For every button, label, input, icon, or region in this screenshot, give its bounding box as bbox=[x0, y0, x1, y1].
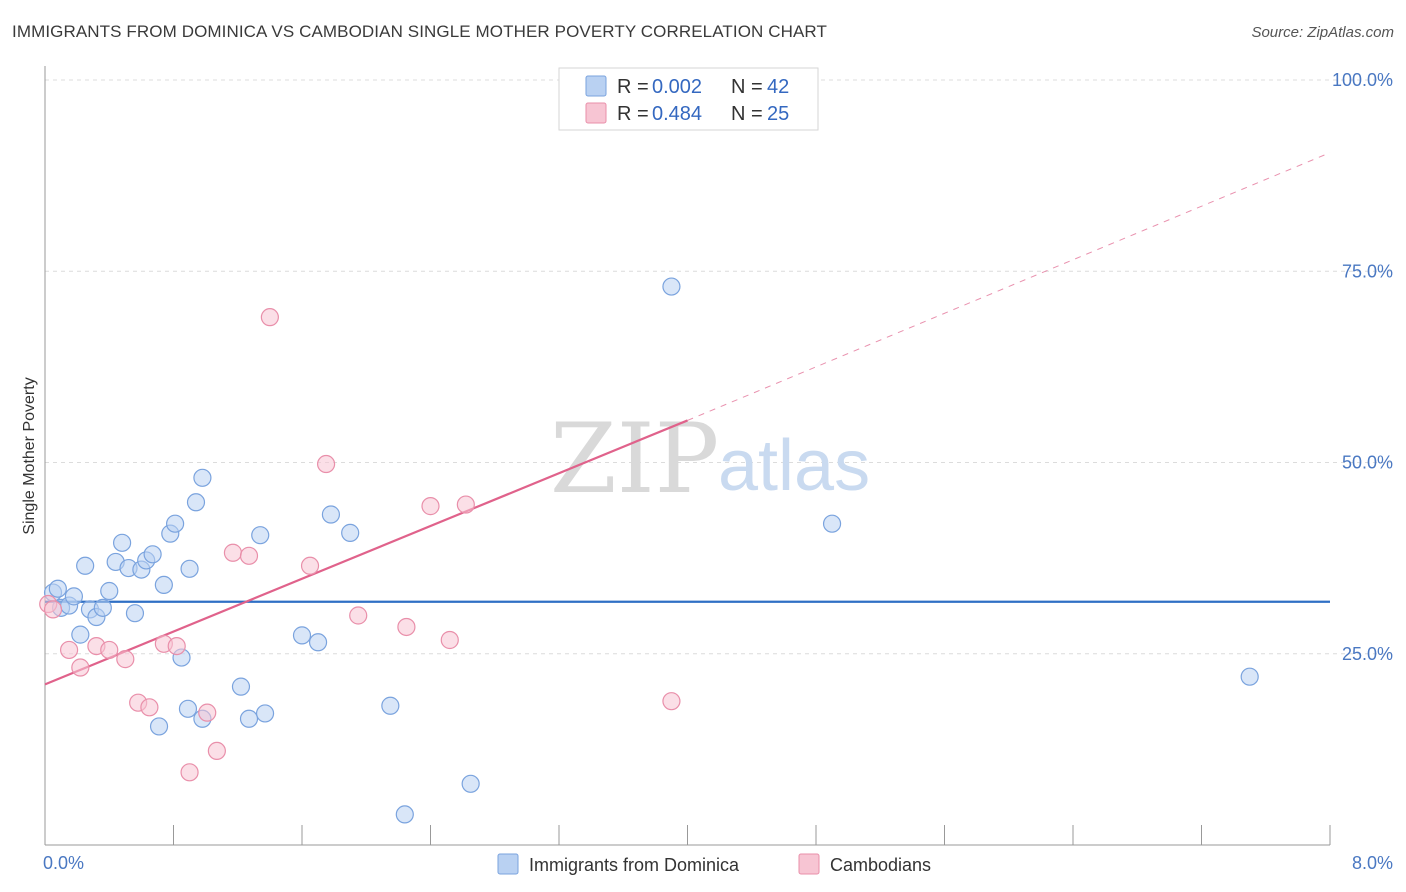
y-tick-label-3: 100.0% bbox=[1332, 70, 1393, 90]
cambodian-point-18 bbox=[316, 454, 336, 474]
dominica-point-41 bbox=[1240, 667, 1259, 686]
dominica-point-29 bbox=[239, 709, 259, 728]
y-tick-label-2: 75.0% bbox=[1342, 261, 1393, 281]
axes bbox=[44, 66, 1331, 846]
cambodian-point-3 bbox=[71, 658, 90, 677]
dominica-point-17 bbox=[143, 545, 162, 564]
cambodian-point-5 bbox=[100, 640, 119, 660]
dominica-point-14 bbox=[125, 604, 145, 623]
dominica-point-33 bbox=[308, 633, 328, 652]
watermark: ZIP atlas bbox=[550, 403, 870, 515]
cambodian-point-21 bbox=[421, 497, 440, 516]
y-tick-label-0: 25.0% bbox=[1342, 644, 1393, 664]
y-tick-labels: 25.0% 50.0% 75.0% 100.0% bbox=[1332, 70, 1393, 664]
legend-swatch-dominica bbox=[497, 853, 519, 875]
cambodian-point-24 bbox=[662, 692, 681, 711]
cambodian-point-1 bbox=[43, 600, 63, 619]
cambodian-point-6 bbox=[116, 650, 135, 669]
dominica-point-37 bbox=[395, 805, 414, 824]
dominica-point-18 bbox=[154, 575, 173, 595]
cambodian-point-15 bbox=[239, 546, 259, 565]
y-tick-label-1: 50.0% bbox=[1342, 453, 1393, 473]
legend-top-n-label-cambodian: N = bbox=[731, 103, 763, 125]
legend-top: R = 0.002 N = 42 R = 0.484 N = 25 bbox=[558, 67, 819, 131]
cambodian-point-16 bbox=[260, 308, 279, 327]
legend-swatch-cambodian bbox=[798, 853, 820, 875]
y-axis-label: Single Mother Poverty bbox=[21, 377, 38, 534]
dominica-point-25 bbox=[149, 717, 169, 736]
cambodian-point-2 bbox=[59, 640, 79, 660]
cambodian-point-22 bbox=[440, 630, 459, 650]
cambodian-point-19 bbox=[349, 606, 368, 625]
dominica-point-20 bbox=[166, 514, 185, 533]
dominica-point-26 bbox=[178, 699, 198, 718]
x-tick-label-max: 8.0% bbox=[1352, 853, 1393, 873]
legend-top-r-value-dominica: 0.002 bbox=[652, 76, 702, 98]
dominica-point-5 bbox=[71, 625, 90, 644]
dominica-point-32 bbox=[292, 626, 312, 645]
legend-top-n-value-cambodian: 25 bbox=[767, 103, 789, 125]
grid-lines bbox=[45, 79, 1392, 655]
dominica-point-35 bbox=[341, 523, 360, 542]
dominica-point-4 bbox=[64, 587, 84, 606]
cambodian-point-14 bbox=[223, 543, 243, 562]
legend-label-cambodian: Cambodians bbox=[830, 855, 931, 875]
dominica-point-39 bbox=[662, 277, 681, 296]
legend-top-swatch-cambodian bbox=[585, 102, 607, 124]
dominica-point-9 bbox=[93, 598, 112, 617]
legend-top-r-value-cambodian: 0.484 bbox=[652, 103, 702, 125]
dominica-point-12 bbox=[112, 533, 132, 552]
cambodian-point-20 bbox=[397, 617, 416, 637]
data-points bbox=[39, 277, 1259, 824]
x-tick-labels: 0.0% 8.0% bbox=[43, 853, 1393, 873]
legend-label-dominica: Immigrants from Dominica bbox=[529, 855, 740, 875]
legend-top-r-label-cambodian: R = bbox=[617, 103, 649, 125]
cambodian-point-13 bbox=[207, 741, 226, 761]
watermark-atlas: atlas bbox=[718, 426, 870, 506]
dominica-point-30 bbox=[251, 526, 270, 545]
dominica-point-36 bbox=[381, 696, 400, 715]
dominica-point-40 bbox=[822, 514, 842, 533]
source-credit: Source: ZipAtlas.com bbox=[1251, 24, 1394, 41]
dominica-point-23 bbox=[186, 493, 206, 512]
dominica-point-38 bbox=[461, 774, 480, 793]
cambodian-point-17 bbox=[300, 556, 320, 575]
dominica-point-1 bbox=[48, 579, 67, 598]
legend-bottom: Immigrants from Dominica Cambodians bbox=[497, 853, 931, 875]
cambodian-point-10 bbox=[167, 636, 186, 656]
dominica-point-24 bbox=[193, 468, 212, 487]
legend-top-r-label-dominica: R = bbox=[617, 76, 649, 98]
cambodian-point-12 bbox=[198, 703, 217, 722]
cambodian-point-11 bbox=[180, 763, 199, 782]
dominica-point-6 bbox=[76, 556, 95, 575]
legend-top-swatch-dominica bbox=[585, 75, 607, 97]
dominica-point-10 bbox=[100, 581, 119, 601]
legend-top-n-label-dominica: N = bbox=[731, 76, 763, 98]
x-tick-label-min: 0.0% bbox=[43, 853, 84, 873]
cambodian-point-8 bbox=[140, 698, 159, 717]
watermark-zip: ZIP bbox=[550, 403, 719, 515]
cambodian-trend-line bbox=[44, 419, 688, 686]
dominica-point-31 bbox=[255, 704, 275, 723]
cambodian-trend-extension bbox=[687, 152, 1331, 421]
chart-title: IMMIGRANTS FROM DOMINICA VS CAMBODIAN SI… bbox=[12, 22, 827, 41]
dominica-point-28 bbox=[231, 677, 251, 696]
legend-top-n-value-dominica: 42 bbox=[767, 76, 789, 98]
trend-lines bbox=[44, 152, 1331, 686]
dominica-point-34 bbox=[321, 505, 341, 524]
dominica-point-22 bbox=[180, 559, 199, 578]
cambodian-point-23 bbox=[456, 495, 475, 514]
